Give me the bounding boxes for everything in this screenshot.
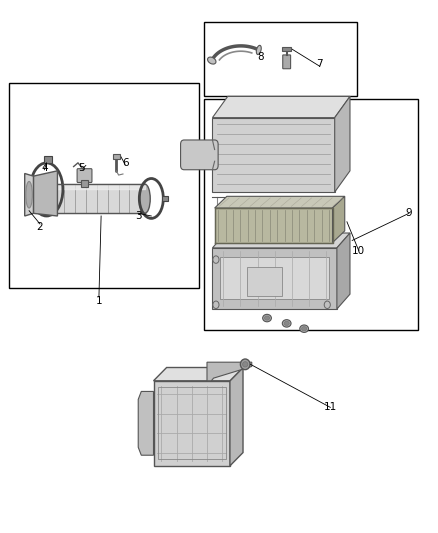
Polygon shape bbox=[215, 208, 332, 243]
Polygon shape bbox=[33, 171, 57, 216]
Ellipse shape bbox=[301, 327, 307, 331]
Ellipse shape bbox=[213, 301, 219, 309]
Text: 9: 9 bbox=[406, 208, 412, 219]
Bar bbox=[10, 83, 199, 288]
Bar bbox=[204, 99, 418, 330]
Polygon shape bbox=[335, 96, 350, 192]
Bar bbox=[81, 180, 88, 187]
Ellipse shape bbox=[26, 181, 32, 208]
Ellipse shape bbox=[139, 184, 150, 213]
Ellipse shape bbox=[208, 57, 216, 64]
Text: 1: 1 bbox=[95, 296, 102, 306]
Text: 8: 8 bbox=[257, 52, 264, 61]
Polygon shape bbox=[212, 96, 350, 118]
Bar bbox=[283, 47, 291, 51]
Polygon shape bbox=[215, 196, 345, 208]
Text: 4: 4 bbox=[41, 163, 48, 173]
Polygon shape bbox=[153, 368, 243, 381]
Polygon shape bbox=[207, 362, 252, 381]
Text: 6: 6 bbox=[122, 158, 128, 168]
Polygon shape bbox=[138, 391, 153, 455]
Polygon shape bbox=[212, 248, 337, 309]
Ellipse shape bbox=[300, 325, 308, 333]
Ellipse shape bbox=[284, 321, 289, 326]
FancyBboxPatch shape bbox=[180, 140, 218, 169]
Text: 3: 3 bbox=[135, 211, 141, 221]
Ellipse shape bbox=[263, 314, 272, 322]
Ellipse shape bbox=[43, 184, 54, 213]
Ellipse shape bbox=[256, 45, 261, 54]
FancyBboxPatch shape bbox=[283, 55, 290, 69]
Ellipse shape bbox=[265, 316, 270, 320]
Bar bbox=[247, 266, 283, 296]
Polygon shape bbox=[230, 368, 243, 466]
Polygon shape bbox=[153, 381, 230, 466]
Polygon shape bbox=[212, 233, 350, 248]
Bar bbox=[162, 196, 168, 201]
Bar bbox=[44, 157, 52, 163]
Text: 7: 7 bbox=[316, 60, 323, 69]
FancyBboxPatch shape bbox=[77, 168, 92, 182]
Text: 10: 10 bbox=[352, 246, 365, 255]
Bar bbox=[204, 22, 357, 96]
Text: 5: 5 bbox=[78, 163, 85, 173]
Ellipse shape bbox=[324, 301, 330, 309]
Text: 2: 2 bbox=[37, 222, 43, 232]
Polygon shape bbox=[220, 257, 329, 300]
Ellipse shape bbox=[243, 362, 248, 367]
Polygon shape bbox=[337, 233, 350, 309]
Polygon shape bbox=[212, 118, 335, 192]
Polygon shape bbox=[332, 196, 345, 243]
Bar bbox=[158, 387, 226, 459]
Bar bbox=[113, 154, 120, 159]
Ellipse shape bbox=[213, 256, 219, 263]
Text: 11: 11 bbox=[324, 402, 337, 413]
Ellipse shape bbox=[240, 359, 250, 369]
Ellipse shape bbox=[283, 320, 291, 327]
Polygon shape bbox=[25, 173, 33, 216]
